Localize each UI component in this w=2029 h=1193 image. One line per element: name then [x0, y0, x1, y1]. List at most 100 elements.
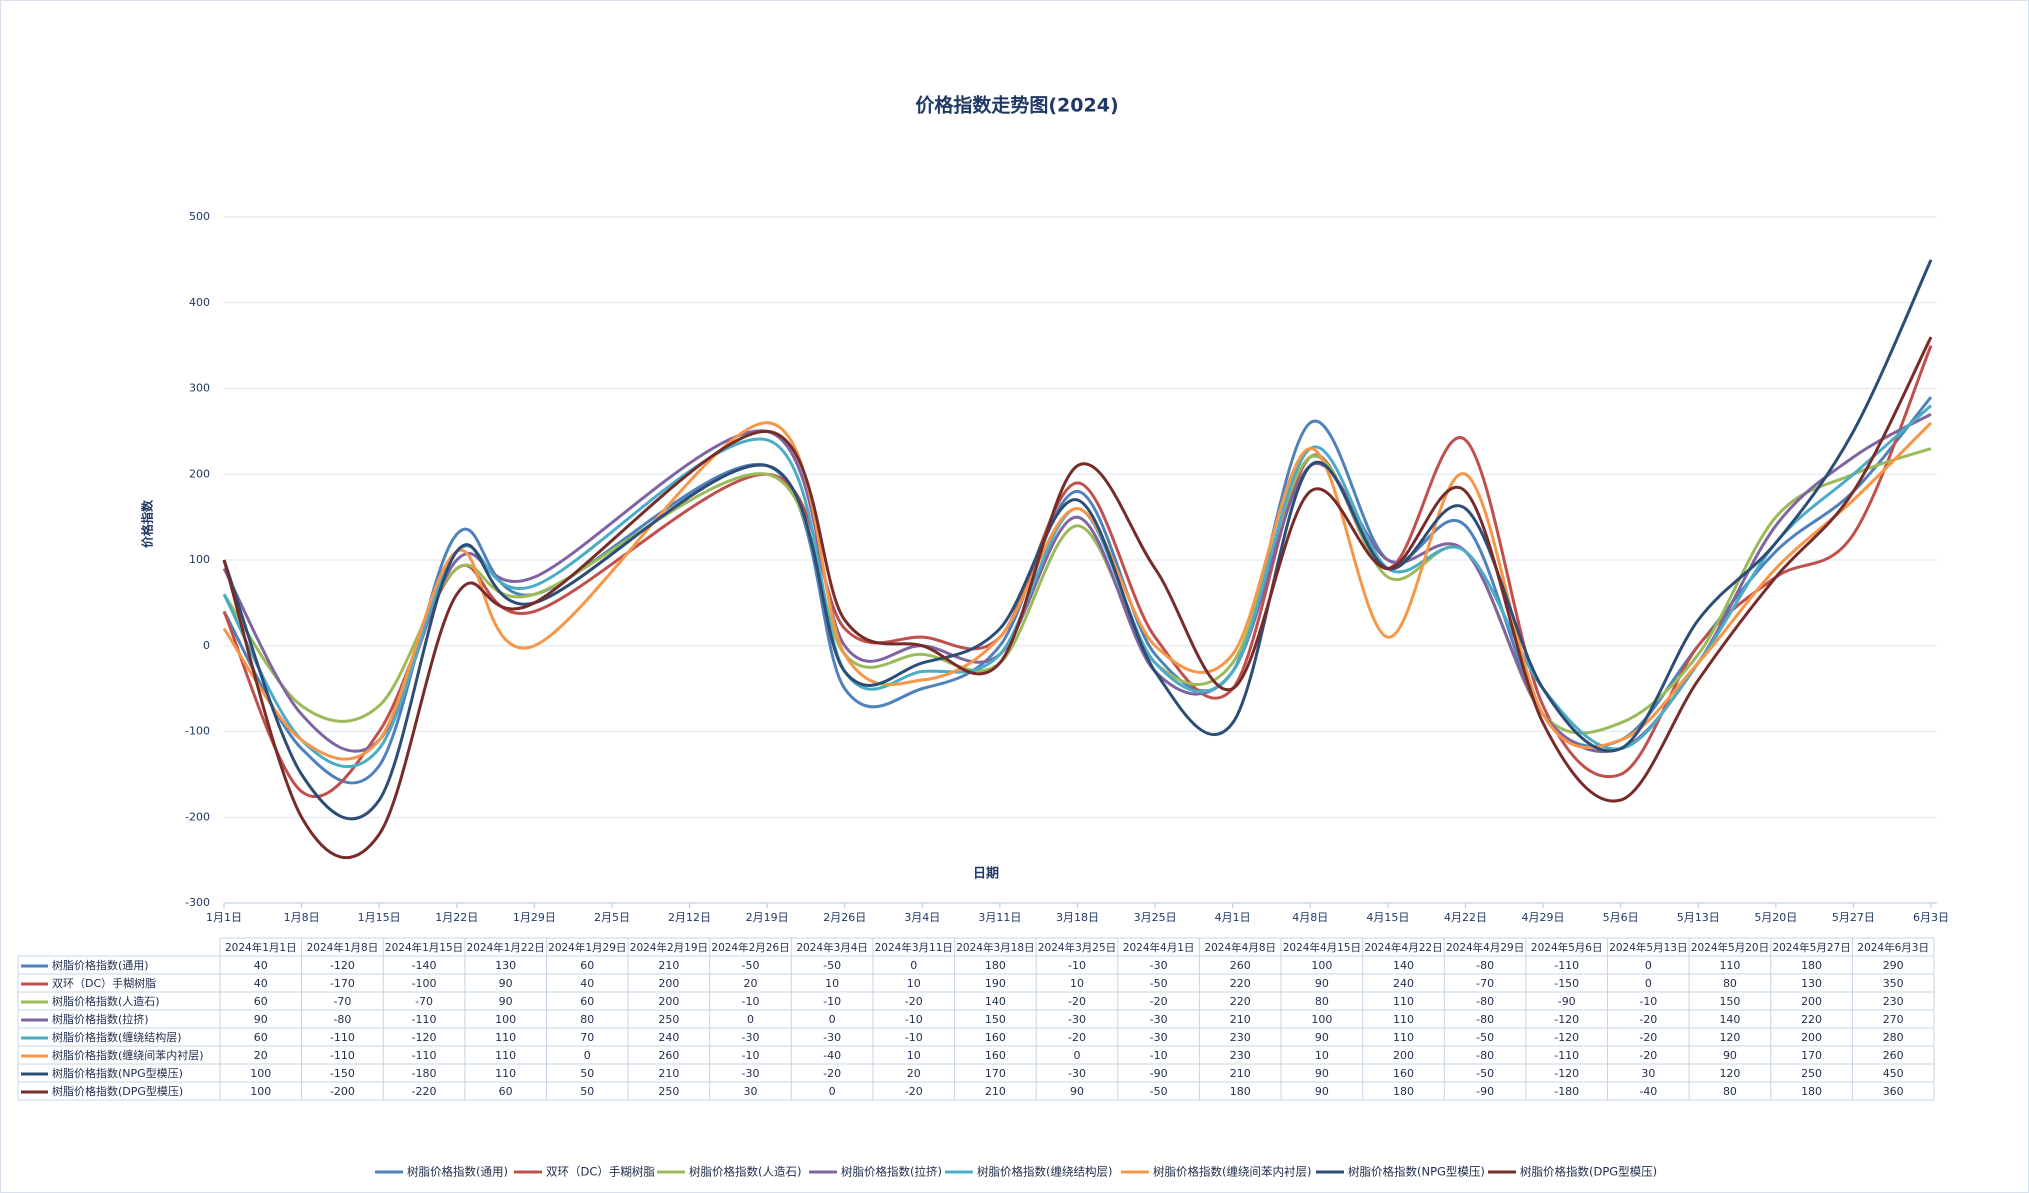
table-cell: 230: [1230, 1031, 1251, 1044]
table-cell: 230: [1883, 995, 1904, 1008]
x-tick-label: 4月8日: [1292, 911, 1328, 924]
table-cell: 120: [1719, 1031, 1740, 1044]
table-cell: 90: [1723, 1049, 1737, 1062]
table-cell: -50: [823, 959, 841, 972]
table-cell: -170: [330, 977, 355, 990]
table-cell: 140: [1393, 959, 1414, 972]
table-cell: 160: [1393, 1067, 1414, 1080]
table-cell: 40: [580, 977, 594, 990]
table-cell: 60: [254, 995, 268, 1008]
x-tick-label: 1月22日: [435, 911, 478, 924]
table-cell: 90: [499, 995, 513, 1008]
table-cell: 80: [1315, 995, 1329, 1008]
table-cell: 90: [1070, 1085, 1084, 1098]
table-cell: 160: [985, 1031, 1006, 1044]
table-cell: 60: [499, 1085, 513, 1098]
x-tick-label: 4月22日: [1444, 911, 1487, 924]
table-cell: -10: [742, 1049, 760, 1062]
table-cell: 100: [1311, 1013, 1332, 1026]
table-row-label: 树脂价格指数(通用): [52, 958, 149, 972]
table-cell: 110: [1393, 995, 1414, 1008]
table-cell: 350: [1883, 977, 1904, 990]
table-cell: -30: [1150, 959, 1168, 972]
table-cell: -30: [1068, 1067, 1086, 1080]
table-cell: 200: [1801, 1031, 1822, 1044]
table-cell: -80: [1476, 959, 1494, 972]
x-tick-label: 6月3日: [1913, 911, 1949, 924]
y-tick-label: -300: [185, 896, 210, 909]
table-cell: -90: [1150, 1067, 1168, 1080]
legend-label: 树脂价格指数(通用): [407, 1165, 508, 1179]
x-tick-label: 3月4日: [904, 911, 940, 924]
table-cell: 90: [1315, 1067, 1329, 1080]
table-cell: 260: [658, 1049, 679, 1062]
table-cell: 250: [658, 1085, 679, 1098]
table-cell: 140: [985, 995, 1006, 1008]
table-cell: -10: [742, 995, 760, 1008]
table-cell: -200: [330, 1085, 355, 1098]
table-cell: 210: [985, 1085, 1006, 1098]
y-tick-label: 0: [203, 639, 210, 652]
table-cell: 50: [580, 1067, 594, 1080]
x-tick-label: 5月27日: [1832, 911, 1875, 924]
table-cell: 70: [580, 1031, 594, 1044]
table-cell: -110: [412, 1013, 437, 1026]
table-cell: 110: [495, 1031, 516, 1044]
table-cell: -30: [742, 1067, 760, 1080]
y-tick-label: -200: [185, 810, 210, 823]
legend-label: 树脂价格指数(缠绕结构层): [977, 1165, 1112, 1179]
x-tick-label: 3月18日: [1056, 911, 1099, 924]
table-cell: 0: [910, 959, 917, 972]
legend-label: 双环（DC）手糊树脂: [546, 1165, 655, 1179]
table-cell: -20: [1639, 1049, 1657, 1062]
table-cell: 200: [658, 995, 679, 1008]
table-header: 2024年6月3日: [1857, 941, 1929, 954]
table-cell: -80: [1476, 995, 1494, 1008]
table-cell: -20: [905, 995, 923, 1008]
table-row-label: 树脂价格指数(缠绕结构层): [52, 1030, 182, 1044]
table-cell: 90: [1315, 1031, 1329, 1044]
table-cell: 280: [1883, 1031, 1904, 1044]
y-tick-label: 200: [189, 467, 210, 480]
table-cell: -140: [412, 959, 437, 972]
table-cell: 0: [747, 1013, 754, 1026]
table-cell: -120: [412, 1031, 437, 1044]
legend-label: 树脂价格指数(拉挤): [841, 1165, 942, 1179]
legend-label: 树脂价格指数(NPG型模压): [1348, 1165, 1485, 1179]
table-cell: 220: [1801, 1013, 1822, 1026]
table-cell: 230: [1230, 1049, 1251, 1062]
table-cell: 200: [1801, 995, 1822, 1008]
table-cell: 10: [907, 1049, 921, 1062]
table-cell: 10: [907, 977, 921, 990]
table-cell: -30: [1150, 1031, 1168, 1044]
table-cell: -110: [330, 1031, 355, 1044]
table-cell: -110: [1554, 959, 1579, 972]
table-cell: 30: [744, 1085, 758, 1098]
table-header: 2024年5月13日: [1609, 941, 1687, 954]
x-tick-label: 1月8日: [284, 911, 320, 924]
x-tick-label: 2月12日: [668, 911, 711, 924]
table-cell: -50: [1476, 1031, 1494, 1044]
series-line: [222, 259, 1933, 821]
table-cell: 200: [658, 977, 679, 990]
table-header: 2024年5月27日: [1772, 941, 1850, 954]
x-tick-label: 3月25日: [1134, 911, 1177, 924]
table-header: 2024年2月26日: [711, 941, 789, 954]
table-cell: 210: [658, 959, 679, 972]
table-cell: 150: [1719, 995, 1740, 1008]
table-cell: -20: [1068, 995, 1086, 1008]
table-cell: -80: [1476, 1049, 1494, 1062]
table-cell: 180: [985, 959, 1006, 972]
table-cell: 220: [1230, 977, 1251, 990]
y-axis-label: 价格指数: [140, 499, 155, 548]
table-cell: -20: [905, 1085, 923, 1098]
y-tick-label: -100: [185, 725, 210, 738]
table-cell: 0: [829, 1013, 836, 1026]
table-cell: 210: [1230, 1013, 1251, 1026]
table-cell: -20: [1150, 995, 1168, 1008]
table-cell: 140: [1719, 1013, 1740, 1026]
table-cell: 10: [825, 977, 839, 990]
table-cell: 80: [1723, 1085, 1737, 1098]
table-cell: 40: [254, 977, 268, 990]
table-cell: -80: [1476, 1013, 1494, 1026]
